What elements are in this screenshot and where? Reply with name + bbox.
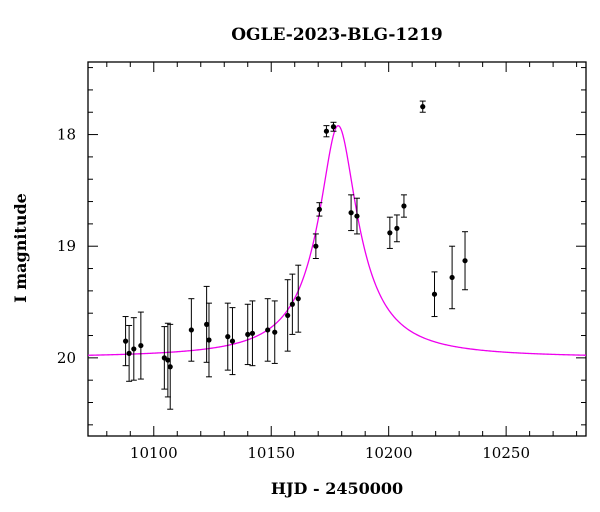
- point-marker: [206, 337, 212, 343]
- point-marker: [323, 128, 330, 134]
- plot-frame: [87, 61, 587, 437]
- data-point: [137, 311, 144, 380]
- point-marker: [165, 357, 171, 363]
- y-tick-label: 19: [57, 237, 76, 255]
- data-point: [353, 197, 360, 235]
- point-marker: [449, 274, 455, 281]
- data-point: [289, 273, 296, 335]
- x-tick-label: 10100: [130, 444, 178, 462]
- data-point: [249, 300, 256, 367]
- point-marker: [394, 225, 400, 231]
- model-curve: [87, 124, 587, 356]
- point-marker: [348, 210, 354, 216]
- data-point: [229, 307, 236, 376]
- data-point: [419, 100, 426, 113]
- point-marker: [229, 338, 236, 344]
- point-marker: [272, 329, 278, 335]
- x-tick-label: 10250: [482, 444, 530, 462]
- point-marker: [330, 124, 337, 130]
- data-point: [130, 317, 137, 381]
- data-point: [224, 302, 231, 371]
- point-marker: [354, 213, 360, 219]
- point-marker: [122, 338, 129, 344]
- y-axis-label: I magnitude: [11, 193, 30, 303]
- point-marker: [431, 291, 438, 297]
- data-point: [295, 264, 302, 333]
- point-marker: [204, 321, 210, 327]
- point-marker: [462, 258, 468, 264]
- data-point: [284, 279, 291, 352]
- data-point: [400, 194, 407, 218]
- point-marker: [313, 243, 319, 249]
- data-point: [462, 231, 469, 291]
- x-axis-label: HJD - 2450000: [271, 479, 403, 498]
- point-marker: [249, 330, 256, 336]
- point-marker: [167, 364, 173, 370]
- data-point: [122, 316, 129, 367]
- data-point: [167, 323, 174, 410]
- point-marker: [131, 346, 137, 352]
- x-tick-label: 10200: [365, 444, 413, 462]
- point-marker: [420, 104, 426, 110]
- data-point: [188, 298, 195, 362]
- data-point: [316, 202, 323, 217]
- data-point: [203, 285, 210, 363]
- point-marker: [285, 312, 291, 319]
- tick-labels: 10100 10150 10200 10250 18 19 20: [57, 126, 530, 462]
- data-point: [393, 214, 400, 243]
- data-point: [348, 194, 355, 232]
- point-marker: [188, 327, 194, 333]
- axis-ticks: [88, 62, 586, 436]
- data-point: [264, 298, 271, 362]
- data-point: [323, 125, 330, 138]
- data-point: [126, 324, 133, 382]
- data-point: [386, 216, 393, 249]
- data-points: [122, 100, 469, 410]
- data-point: [312, 233, 319, 259]
- y-tick-label: 18: [57, 126, 76, 144]
- point-marker: [265, 327, 271, 333]
- point-marker: [138, 342, 144, 349]
- point-marker: [387, 230, 393, 236]
- x-tick-label: 10150: [247, 444, 295, 462]
- data-point: [161, 326, 168, 390]
- chart-title: OGLE-2023-BLG-1219: [231, 25, 443, 45]
- point-marker: [126, 350, 132, 356]
- point-marker: [316, 206, 322, 212]
- point-marker: [401, 203, 407, 209]
- data-point: [431, 271, 438, 318]
- point-marker: [289, 301, 295, 307]
- data-point: [271, 300, 278, 364]
- data-point: [244, 303, 251, 366]
- data-point: [205, 302, 212, 378]
- point-marker: [245, 331, 251, 338]
- point-marker: [225, 334, 231, 340]
- data-point: [449, 245, 456, 310]
- y-tick-label: 20: [57, 349, 76, 367]
- data-point: [330, 121, 337, 132]
- point-marker: [295, 296, 301, 302]
